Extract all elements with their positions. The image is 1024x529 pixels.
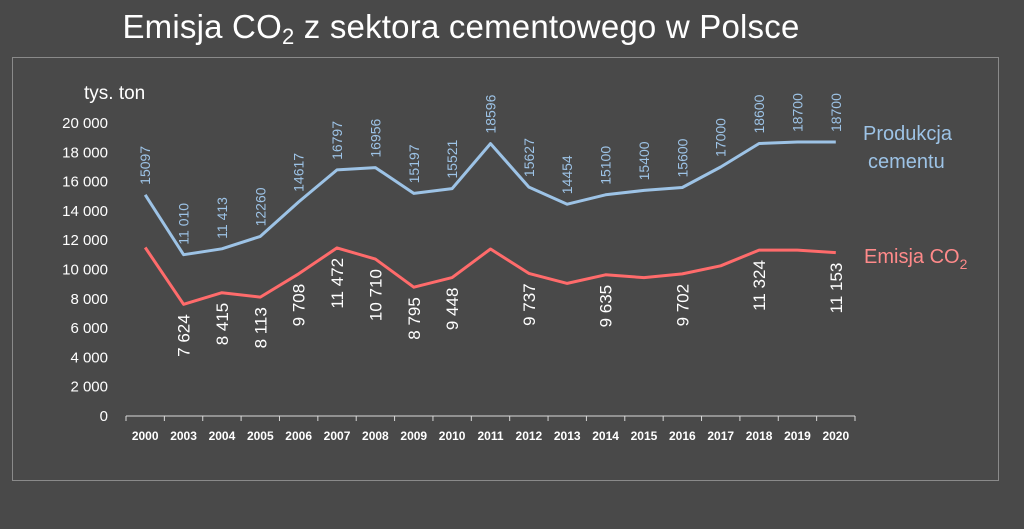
production-data-label: 15197 bbox=[406, 144, 422, 183]
y-tick-label: 10 000 bbox=[62, 262, 108, 279]
production-data-label: 14454 bbox=[559, 155, 575, 194]
x-axis: 2000 2003 2004 2005 2006 2007 2008 2009 2010 2011… bbox=[125, 415, 856, 443]
series-group bbox=[143, 140, 836, 306]
production-data-label: 18700 bbox=[789, 93, 805, 132]
x-tick-label: 2005 bbox=[247, 429, 274, 443]
production-data-label: 17000 bbox=[713, 118, 729, 157]
production-data-label: 11 413 bbox=[214, 197, 230, 239]
x-tick-label: 2003 bbox=[170, 429, 197, 443]
emission-data-label: 11 153 bbox=[827, 263, 846, 314]
emission-data-label: 8 113 bbox=[251, 307, 270, 348]
legend: Produkcja cementu Emisja CO2 bbox=[863, 123, 968, 272]
production-data-label: 18596 bbox=[483, 94, 499, 133]
emission-data-label: 10 710 bbox=[366, 269, 385, 321]
x-tick-label: 2018 bbox=[746, 429, 773, 443]
x-tick-label: 2016 bbox=[669, 429, 696, 443]
emission-data-label: 9 448 bbox=[443, 288, 462, 331]
legend-emission: Emisja CO2 bbox=[864, 246, 968, 272]
production-data-label: 16797 bbox=[329, 121, 345, 160]
legend-production-line2: cementu bbox=[868, 151, 945, 173]
y-tick-label: 18 000 bbox=[62, 144, 108, 161]
x-tick-label: 2010 bbox=[439, 429, 466, 443]
emission-data-label: 9 702 bbox=[673, 284, 692, 327]
x-tick-label: 2011 bbox=[477, 429, 503, 443]
y-axis: 0 2 000 4 000 6 000 8 000 10 000 12 000 14 000 1… bbox=[62, 115, 108, 425]
production-data-label: 11 010 bbox=[176, 203, 192, 245]
y-tick-label: 14 000 bbox=[62, 203, 108, 220]
x-tick-label: 2009 bbox=[400, 429, 427, 443]
production-data-label: 14617 bbox=[291, 153, 307, 192]
x-tick-label: 2014 bbox=[592, 429, 619, 443]
production-data-label: 15521 bbox=[444, 139, 460, 178]
x-tick-label: 2004 bbox=[209, 429, 236, 443]
emission-data-label: 11 324 bbox=[750, 260, 769, 311]
chart-title: Emisja CO2 z sektora cementowego w Polsc… bbox=[122, 8, 800, 49]
emission-data-label: 11 472 bbox=[328, 258, 347, 309]
x-tick-label: 2000 bbox=[132, 429, 159, 443]
emission-data-label: 8 795 bbox=[405, 297, 424, 340]
y-tick-label: 0 bbox=[100, 408, 108, 425]
chart-frame bbox=[12, 57, 999, 481]
y-tick-label: 4 000 bbox=[70, 349, 108, 366]
y-axis-unit-label: tys. ton bbox=[84, 83, 145, 104]
x-tick-label: 2020 bbox=[822, 429, 849, 443]
y-tick-label: 20 000 bbox=[62, 115, 108, 132]
y-tick-label: 6 000 bbox=[70, 320, 108, 337]
production-series-line bbox=[143, 140, 836, 257]
production-data-label: 15600 bbox=[674, 138, 690, 177]
x-tick-label: 2006 bbox=[285, 429, 312, 443]
x-tick-label: 2012 bbox=[516, 429, 543, 443]
x-tick-label: 2008 bbox=[362, 429, 389, 443]
y-tick-label: 8 000 bbox=[70, 291, 108, 308]
production-data-label: 15627 bbox=[521, 138, 537, 177]
x-tick-label: 2013 bbox=[554, 429, 581, 443]
legend-production-line1: Produkcja bbox=[863, 123, 953, 145]
emission-data-label: 9 708 bbox=[290, 284, 309, 327]
production-data-label: 15100 bbox=[598, 146, 614, 185]
data-labels: 15097 11 010 11 413 12260 14617 16797 16956 151… bbox=[137, 93, 846, 357]
x-tick-label: 2015 bbox=[631, 429, 658, 443]
y-tick-label: 12 000 bbox=[62, 232, 108, 249]
x-tick-label: 2007 bbox=[324, 429, 351, 443]
emission-data-label: 9 635 bbox=[597, 285, 616, 328]
x-tick-label: 2017 bbox=[707, 429, 734, 443]
emission-data-label: 8 415 bbox=[213, 303, 232, 346]
production-data-label: 12260 bbox=[252, 187, 268, 226]
production-data-label: 16956 bbox=[367, 118, 383, 157]
production-data-label: 18700 bbox=[828, 93, 844, 132]
emission-series-line bbox=[143, 246, 836, 306]
y-tick-label: 16 000 bbox=[62, 174, 108, 191]
production-data-label: 15097 bbox=[137, 146, 153, 185]
emission-data-label: 9 737 bbox=[520, 283, 539, 326]
y-tick-label: 2 000 bbox=[70, 379, 108, 396]
production-data-label: 18600 bbox=[751, 94, 767, 133]
x-tick-label: 2019 bbox=[784, 429, 811, 443]
emission-data-label: 7 624 bbox=[175, 314, 194, 357]
production-data-label: 15400 bbox=[636, 141, 652, 180]
